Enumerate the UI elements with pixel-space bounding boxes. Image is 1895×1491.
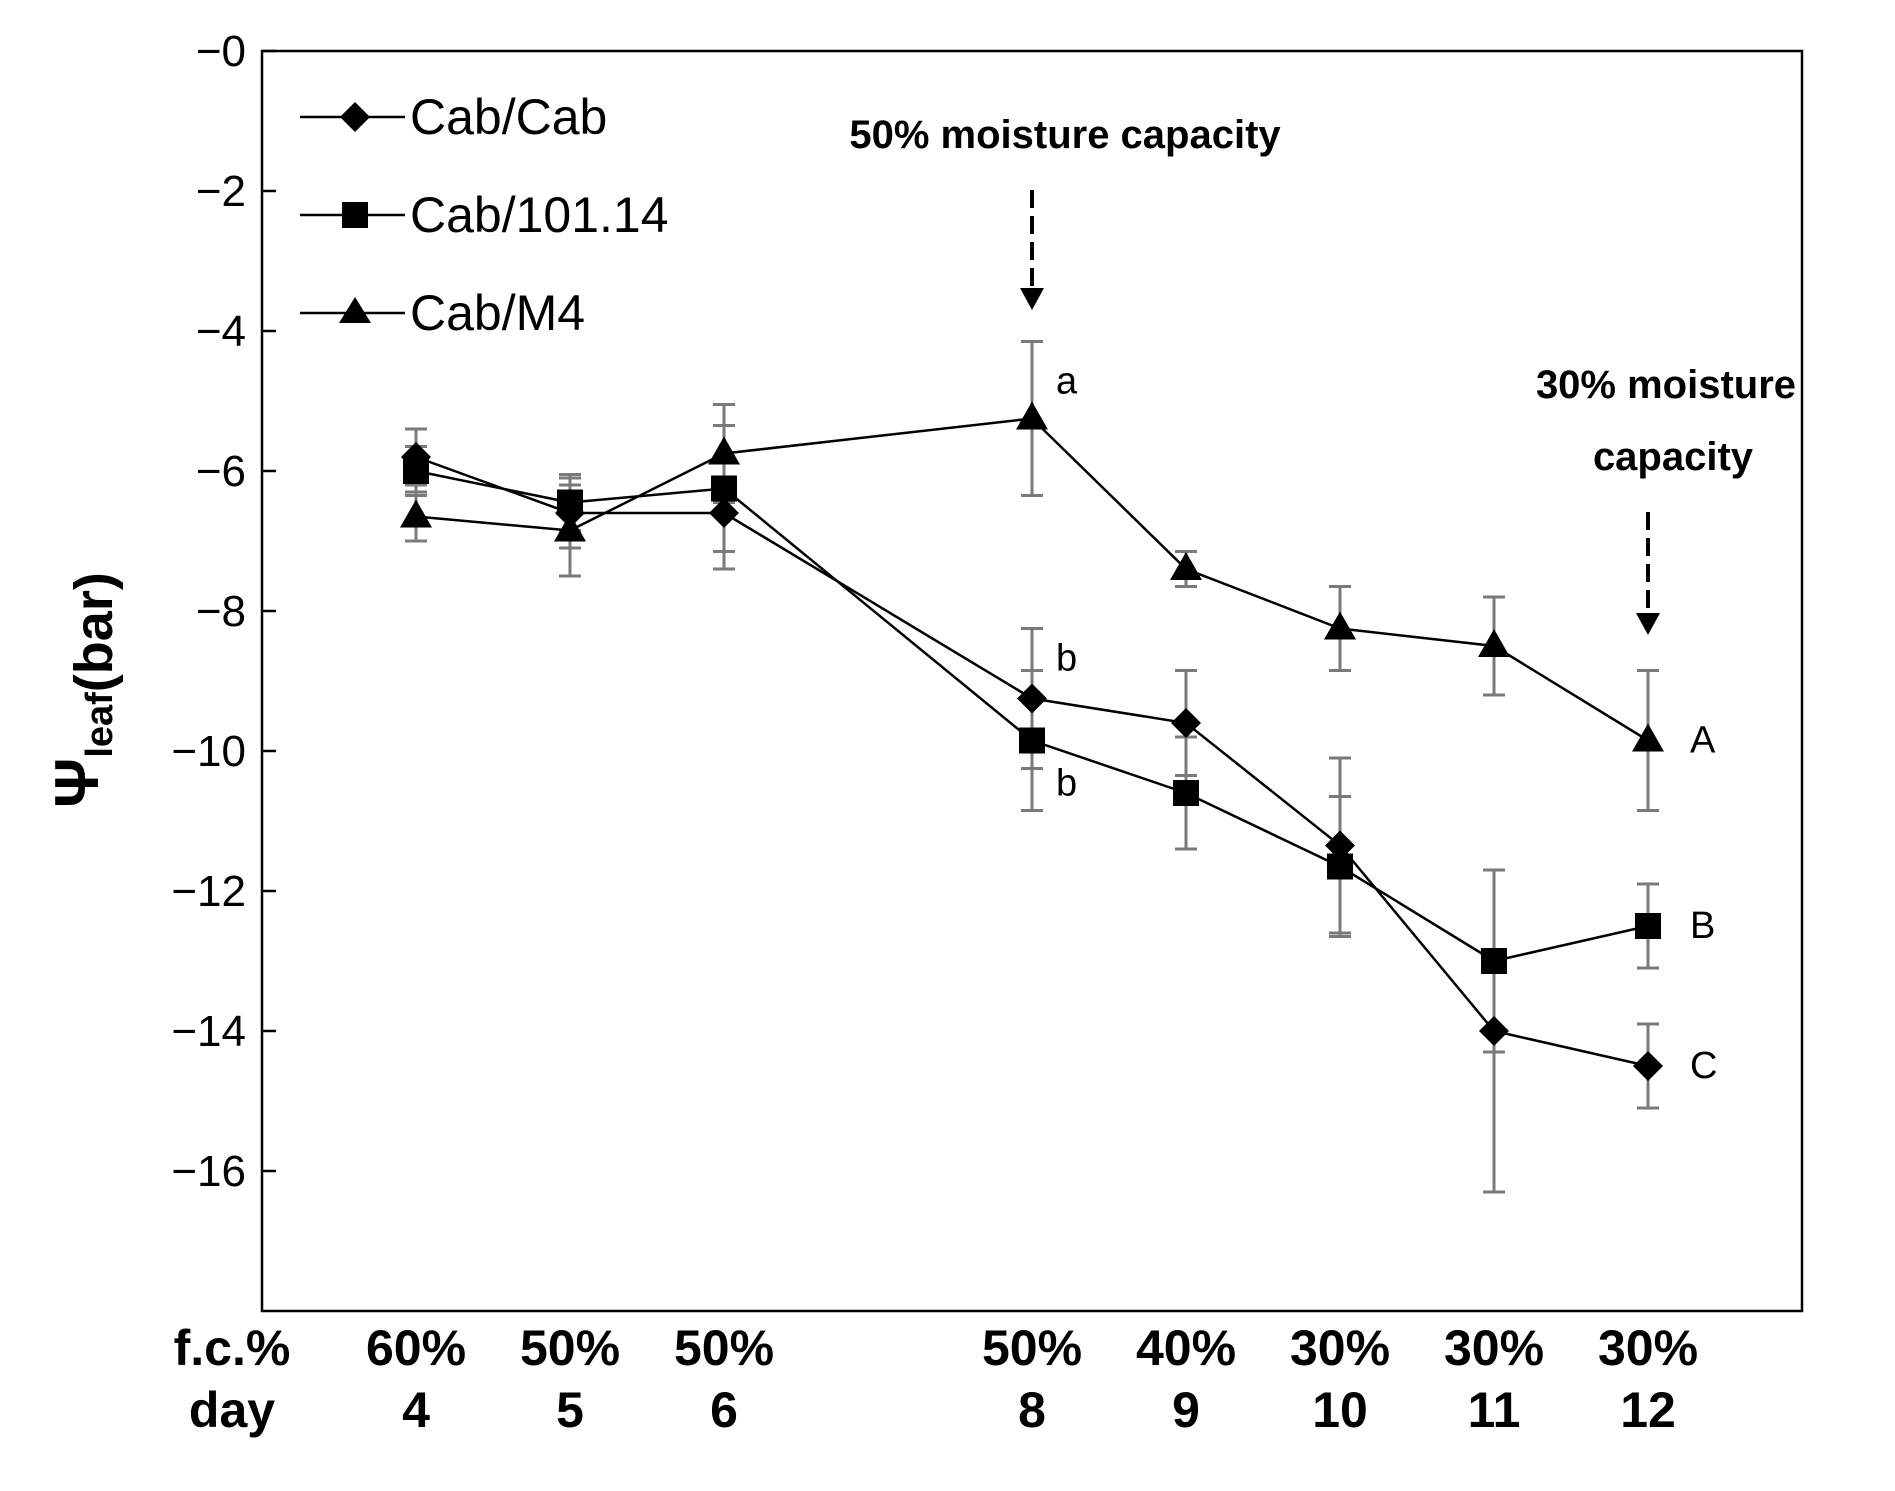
point-cab-101-14	[1635, 913, 1661, 939]
point-cab-cab	[1325, 830, 1355, 861]
legend-label-cab-cab: Cab/Cab	[410, 89, 607, 145]
y-tick-label: −12	[171, 867, 246, 916]
point-cab-101-14	[1173, 780, 1199, 806]
point-cab-m4	[1170, 552, 1202, 580]
x-tick-label-fc: 30%	[1290, 1320, 1390, 1376]
y-axis-label-symbol: Ψ	[43, 758, 112, 808]
plot-area	[260, 49, 1804, 1313]
x-tick-label-fc: 40%	[1136, 1320, 1236, 1376]
x-tick-label-fc: 50%	[982, 1320, 1082, 1376]
y-tick-label: −2	[196, 167, 246, 216]
significance-label: A	[1690, 720, 1716, 762]
significance-label: a	[1056, 361, 1078, 403]
legend-marker-cab-101-14	[342, 202, 368, 228]
series-line-cab-cab	[415, 455, 1649, 1068]
legend-label-cab-101-14: Cab/101.14	[410, 187, 669, 243]
legend-item-cab-cab: Cab/Cab	[300, 89, 607, 145]
point-cab-cab	[709, 498, 739, 528]
x-tick-label-day: 4	[402, 1382, 430, 1438]
x-tick-label-day: 10	[1312, 1382, 1368, 1438]
y-tick-label: −14	[171, 1007, 246, 1056]
y-tick-label: −0	[196, 27, 246, 76]
x-tick-label-fc: 50%	[674, 1320, 774, 1376]
x-row-label-fc: f.c.%	[174, 1320, 291, 1376]
significance-label: b	[1056, 638, 1077, 680]
legend-item-cab-m4: Cab/M4	[300, 285, 585, 341]
point-cab-m4	[554, 513, 586, 542]
annotation-30pct: 30% moisture capacity	[1536, 363, 1796, 635]
x-tick-label-day: 12	[1620, 1382, 1676, 1438]
point-cab-101-14	[1019, 727, 1045, 754]
point-cab-m4	[1016, 401, 1048, 430]
y-tick-label: −4	[196, 307, 246, 356]
annotation-50pct-arrowhead	[1020, 288, 1044, 310]
x-tick-label-day: 9	[1172, 1382, 1200, 1438]
x-tick-label-fc: 30%	[1598, 1320, 1698, 1376]
series-line-cab-101-14	[415, 469, 1649, 963]
y-axis-label-unit: (bar)	[64, 572, 124, 692]
series-markers	[400, 401, 1664, 1081]
y-axis-label-subscript: leaf	[79, 692, 121, 758]
point-cab-101-14	[1327, 853, 1353, 880]
point-cab-cab	[1479, 1016, 1509, 1046]
x-tick-label-day: 6	[710, 1382, 738, 1438]
point-cab-m4	[1478, 629, 1510, 657]
point-cab-m4	[400, 499, 432, 528]
annotation-50pct: 50% moisture capacity	[849, 113, 1281, 310]
significance-label: b	[1056, 763, 1077, 805]
annotation-30pct-text-line1: 30% moisture	[1536, 363, 1796, 407]
error-bars	[405, 340, 1659, 1194]
series-line-cab-m4	[415, 417, 1649, 742]
x-tick-label-fc: 30%	[1444, 1320, 1544, 1376]
legend: Cab/Cab Cab/101.14 Cab/M4	[300, 89, 669, 341]
y-tick-label: −10	[171, 727, 246, 776]
x-row-label-day: day	[189, 1382, 275, 1438]
y-tick-label: −16	[171, 1147, 246, 1196]
y-axis-label: Ψleaf(bar)	[43, 572, 124, 808]
y-tick-label: −6	[196, 447, 246, 496]
x-tick-label-fc: 50%	[520, 1320, 620, 1376]
annotation-50pct-text: 50% moisture capacity	[849, 113, 1281, 157]
point-cab-m4	[1632, 723, 1664, 752]
y-axis: −0 −2 −4 −6 −8 −10 −12 −14 −16	[171, 27, 276, 1196]
series-lines	[415, 417, 1649, 1068]
point-cab-cab	[1017, 683, 1047, 714]
x-tick-label-day: 8	[1018, 1382, 1046, 1438]
point-cab-101-14	[557, 489, 583, 516]
significance-label: C	[1690, 1045, 1717, 1087]
point-cab-cab	[1171, 708, 1201, 738]
x-axis: f.c.% day 60% 4 50% 5 50% 6 50% 8 40% 9 30% 10 30% 11…	[174, 1320, 1698, 1438]
point-cab-101-14	[403, 458, 429, 484]
point-cab-101-14	[711, 475, 737, 502]
legend-marker-cab-cab	[340, 102, 370, 132]
y-tick-label: −8	[196, 587, 246, 636]
legend-label-cab-m4: Cab/M4	[410, 285, 585, 341]
x-tick-label-fc: 60%	[366, 1320, 466, 1376]
significance-label: B	[1690, 905, 1715, 947]
legend-item-cab-101-14: Cab/101.14	[300, 187, 669, 243]
point-cab-m4	[708, 436, 740, 465]
significance-labels: a b b A B C	[1056, 361, 1717, 1088]
point-cab-cab	[1633, 1051, 1663, 1081]
point-cab-101-14	[1481, 948, 1507, 974]
legend-marker-cab-m4	[339, 297, 371, 323]
point-cab-m4	[1324, 611, 1356, 640]
annotation-30pct-arrowhead	[1636, 613, 1660, 635]
x-tick-label-day: 5	[556, 1382, 584, 1438]
x-tick-label-day: 11	[1468, 1382, 1521, 1438]
annotation-30pct-text-line2: capacity	[1593, 435, 1754, 479]
